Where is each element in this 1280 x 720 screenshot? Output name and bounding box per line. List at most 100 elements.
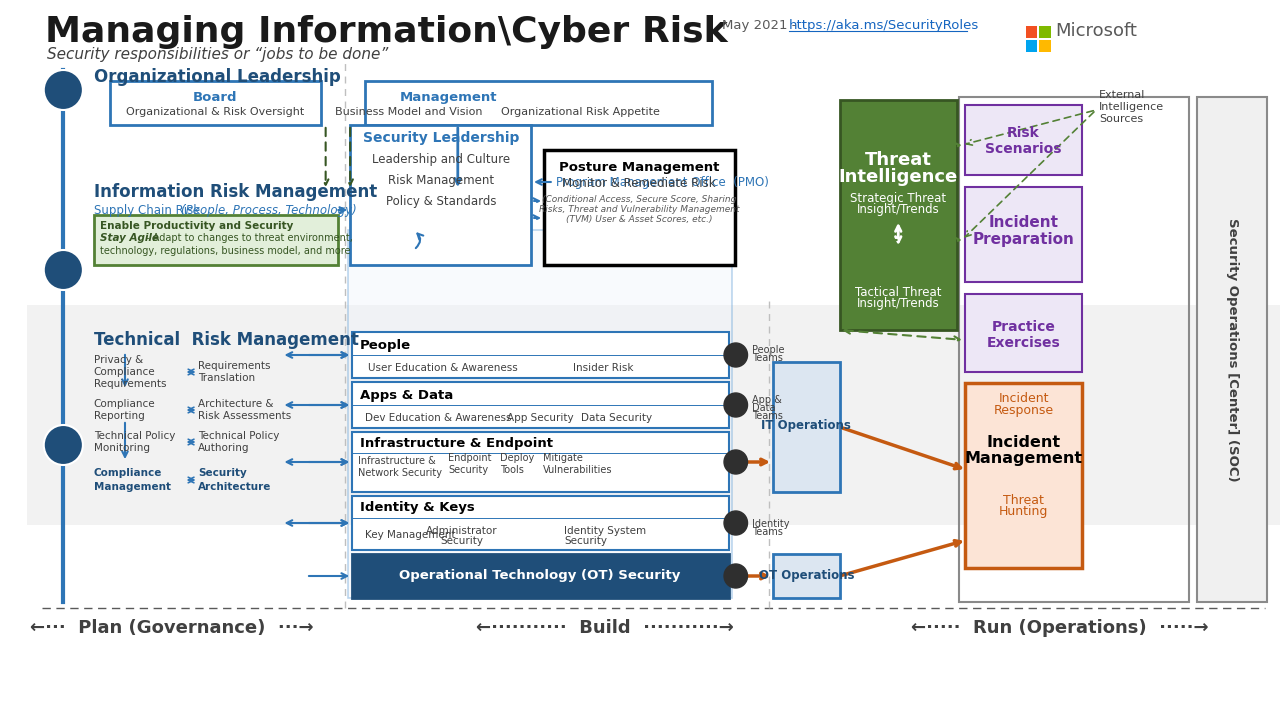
Text: Exercises: Exercises (987, 336, 1060, 350)
Text: Business Model and Vision: Business Model and Vision (335, 107, 483, 117)
Text: Leadership and Culture: Leadership and Culture (372, 153, 511, 166)
Text: ←···········  Build  ···········→: ←··········· Build ···········→ (476, 619, 733, 637)
Text: Architecture: Architecture (198, 482, 271, 492)
Text: OT Operations: OT Operations (759, 570, 854, 582)
Text: Privacy &
Compliance
Requirements: Privacy & Compliance Requirements (93, 356, 166, 389)
Text: Security Operations [Center] (SOC): Security Operations [Center] (SOC) (1225, 218, 1239, 482)
Text: Security Leadership: Security Leadership (364, 131, 520, 145)
Text: Insider Risk: Insider Risk (573, 363, 634, 373)
Text: Deploy
Tools: Deploy Tools (500, 453, 534, 474)
Text: Threat: Threat (865, 151, 932, 169)
Text: Management: Management (399, 91, 497, 104)
Text: Technical Policy
Monitoring: Technical Policy Monitoring (93, 431, 175, 453)
Text: External: External (1100, 90, 1146, 100)
Text: Teams: Teams (753, 353, 783, 363)
Text: Technical Policy
Authoring: Technical Policy Authoring (198, 431, 280, 453)
Text: Management: Management (965, 451, 1083, 466)
Text: ←···  Plan (Governance)  ···→: ←··· Plan (Governance) ···→ (31, 619, 314, 637)
Text: Security: Security (564, 536, 608, 546)
Text: Enable Productivity and Security: Enable Productivity and Security (100, 221, 293, 231)
Text: Risk Management: Risk Management (388, 174, 494, 186)
Text: Stay Agile: Stay Agile (100, 233, 159, 243)
FancyBboxPatch shape (840, 100, 957, 330)
Text: Supply Chain Risk: Supply Chain Risk (93, 204, 204, 217)
Text: App Security: App Security (507, 413, 573, 423)
FancyBboxPatch shape (965, 294, 1083, 372)
Text: People: People (360, 338, 411, 351)
FancyBboxPatch shape (27, 305, 1280, 525)
Circle shape (724, 564, 748, 588)
Text: Teams: Teams (753, 527, 783, 537)
Text: Program Management Office  (PMO): Program Management Office (PMO) (556, 176, 768, 189)
FancyBboxPatch shape (365, 81, 712, 125)
Text: Administrator: Administrator (426, 526, 498, 536)
Text: Identity System: Identity System (564, 526, 646, 536)
Text: Endpoint
Security: Endpoint Security (448, 453, 492, 474)
Text: Identity: Identity (753, 519, 790, 529)
Text: https://aka.ms/SecurityRoles: https://aka.ms/SecurityRoles (788, 19, 979, 32)
FancyBboxPatch shape (544, 150, 735, 265)
Bar (1039, 26, 1051, 38)
Text: Insight/Trends: Insight/Trends (856, 202, 940, 215)
Text: Strategic Threat: Strategic Threat (850, 192, 946, 204)
Text: Organizational & Risk Oversight: Organizational & Risk Oversight (125, 107, 305, 117)
Text: Preparation: Preparation (973, 232, 1074, 246)
Text: (TVM) User & Asset Scores, etc.): (TVM) User & Asset Scores, etc.) (566, 215, 712, 223)
Text: Threat: Threat (1004, 493, 1044, 506)
Text: Data Security: Data Security (581, 413, 653, 423)
Text: ←·····  Run (Operations)  ·····→: ←····· Run (Operations) ·····→ (911, 619, 1208, 637)
Text: Intelligence: Intelligence (1100, 102, 1164, 112)
Text: Security responsibilities or “jobs to be done”: Security responsibilities or “jobs to be… (46, 47, 388, 62)
Text: Technical  Risk Management: Technical Risk Management (93, 331, 358, 349)
Text: Information Risk Management: Information Risk Management (93, 183, 376, 201)
Text: Apps & Data: Apps & Data (360, 389, 453, 402)
Text: Risks, Threat and Vulnerability Management: Risks, Threat and Vulnerability Manageme… (539, 204, 739, 214)
FancyBboxPatch shape (352, 496, 728, 550)
Circle shape (44, 250, 83, 290)
Text: Security: Security (440, 536, 484, 546)
Bar (1039, 40, 1051, 52)
Text: Infrastructure & Endpoint: Infrastructure & Endpoint (360, 436, 553, 449)
Text: technology, regulations, business model, and more: technology, regulations, business model,… (100, 246, 349, 256)
FancyBboxPatch shape (965, 383, 1083, 568)
Text: Sources: Sources (1100, 114, 1143, 124)
Text: Organizational Leadership: Organizational Leadership (93, 68, 340, 86)
Text: - Adapt to changes to threat environment,: - Adapt to changes to threat environment… (142, 233, 352, 243)
Text: Risk: Risk (1007, 126, 1039, 140)
FancyBboxPatch shape (93, 215, 338, 265)
Circle shape (724, 511, 748, 535)
Text: Managing Information\Cyber Risk: Managing Information\Cyber Risk (45, 15, 727, 49)
Text: Compliance
Reporting: Compliance Reporting (93, 399, 155, 420)
FancyBboxPatch shape (348, 230, 732, 598)
Bar (1025, 40, 1037, 52)
Text: Policy & Standards: Policy & Standards (385, 194, 497, 207)
Text: Compliance: Compliance (93, 468, 163, 478)
Text: Response: Response (993, 403, 1053, 416)
Text: Identity & Keys: Identity & Keys (360, 502, 475, 515)
Text: Monitor & Remediate Risk: Monitor & Remediate Risk (562, 176, 716, 189)
FancyBboxPatch shape (773, 554, 840, 598)
FancyBboxPatch shape (965, 105, 1083, 175)
Circle shape (724, 393, 748, 417)
Text: Incident: Incident (998, 392, 1048, 405)
Text: User Education & Awareness: User Education & Awareness (367, 363, 517, 373)
Text: Operational Technology (OT) Security: Operational Technology (OT) Security (399, 570, 681, 582)
Text: Organizational Risk Appetite: Organizational Risk Appetite (500, 107, 659, 117)
Text: Incident: Incident (988, 215, 1059, 230)
Text: Insight/Trends: Insight/Trends (856, 297, 940, 310)
Text: IT Operations: IT Operations (762, 418, 851, 431)
FancyBboxPatch shape (773, 362, 840, 492)
Text: (People, Process, Technology): (People, Process, Technology) (180, 204, 357, 217)
Bar (1025, 26, 1037, 38)
FancyBboxPatch shape (352, 554, 728, 598)
FancyBboxPatch shape (352, 382, 728, 428)
FancyBboxPatch shape (965, 187, 1083, 282)
Text: Hunting: Hunting (998, 505, 1048, 518)
Text: Practice: Practice (992, 320, 1056, 334)
Circle shape (44, 70, 83, 110)
FancyBboxPatch shape (352, 332, 728, 378)
Text: Key Management: Key Management (365, 530, 456, 540)
Text: (Conditional Access, Secure Score, Sharing: (Conditional Access, Secure Score, Shari… (541, 194, 736, 204)
Text: Infrastructure &
Network Security: Infrastructure & Network Security (358, 456, 442, 478)
Text: Architecture &
Risk Assessments: Architecture & Risk Assessments (198, 399, 292, 420)
